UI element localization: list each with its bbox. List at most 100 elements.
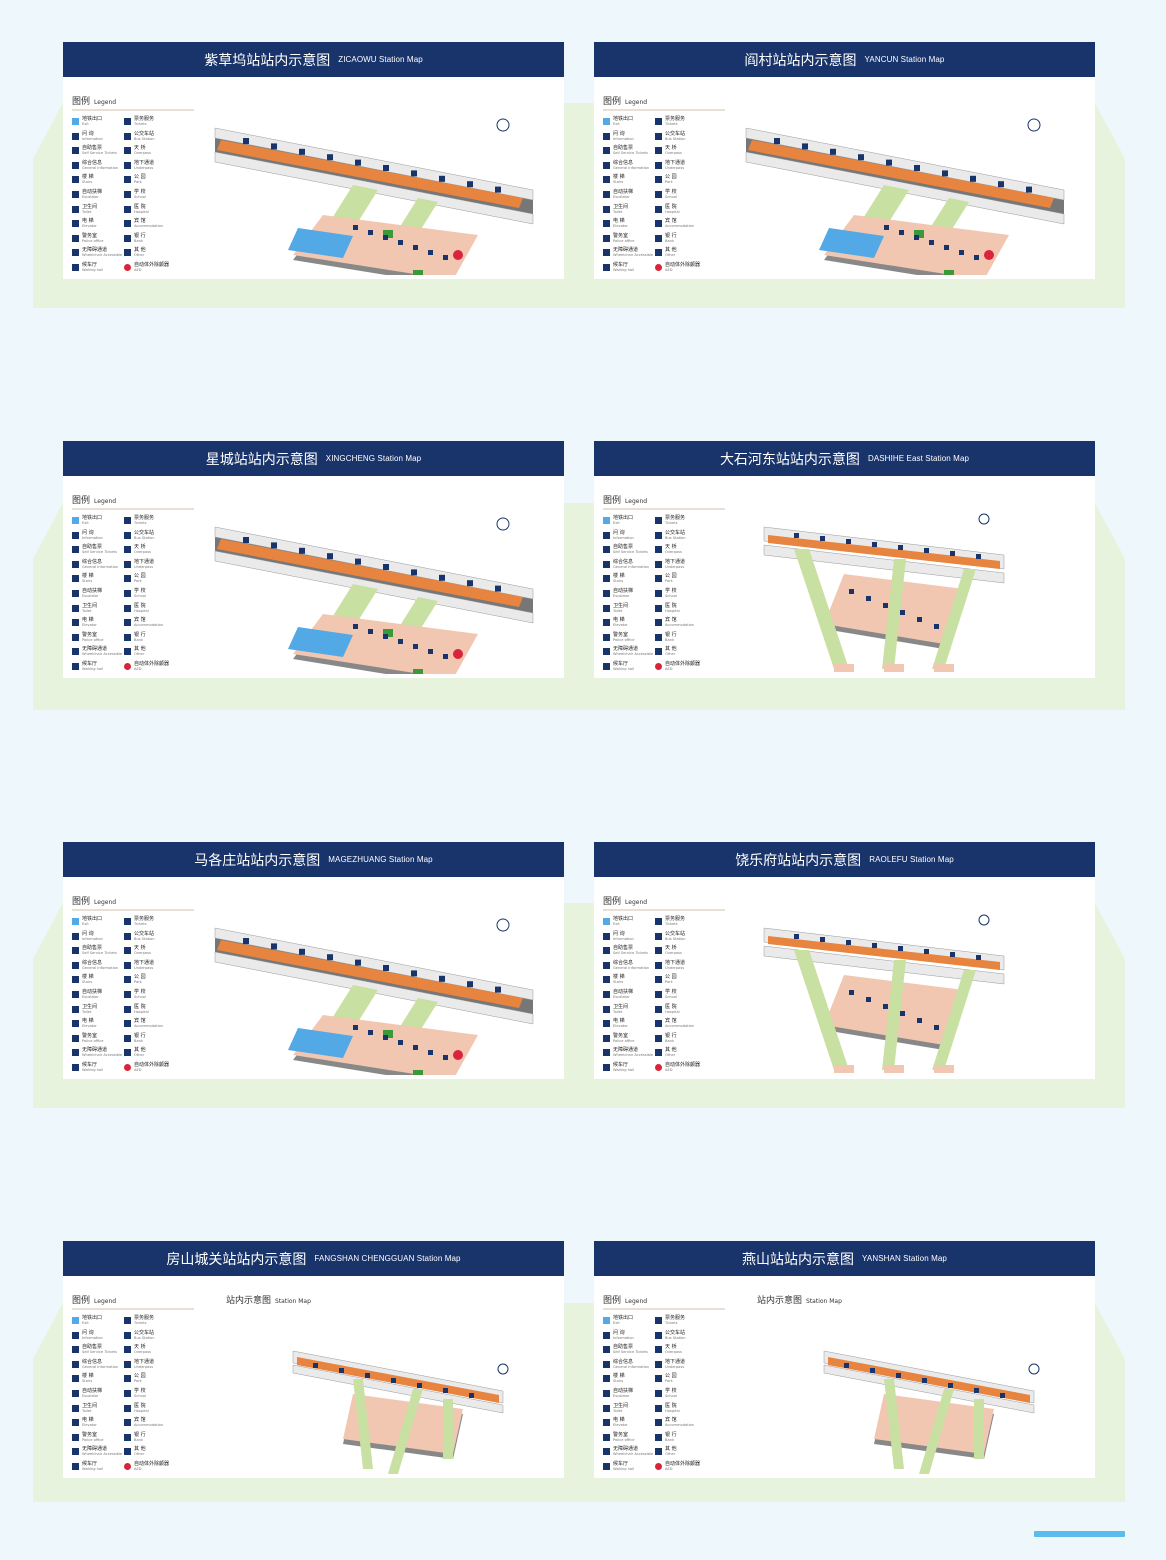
legend-item: 票务服务 Tickets xyxy=(124,917,180,928)
exit-icon xyxy=(603,918,610,925)
bank-icon xyxy=(655,1034,662,1042)
legend-item: 公 园 Park xyxy=(655,1374,711,1385)
legend-item: 公交车站 Bus Station xyxy=(655,931,711,943)
legend-item: 无障碍通道 Wheelchair Accessible xyxy=(72,1447,124,1458)
question-icon xyxy=(603,132,610,140)
legend-item: 公交车站 Bus Station xyxy=(124,131,180,143)
legend-item: 票务服务 Tickets xyxy=(124,1316,180,1327)
question-icon xyxy=(72,932,79,940)
legend-item: 自动体外除颤器 AED xyxy=(124,1062,180,1074)
elevator-icon xyxy=(603,619,610,627)
legend-title: 图例 Legend xyxy=(603,493,725,510)
underpass-icon xyxy=(124,560,131,568)
legend-item: 自动扶梯 Escalator xyxy=(72,1388,124,1400)
waiting-icon xyxy=(603,263,610,271)
legend: 图例 Legend 地铁出口 Exit 票务服务 Tickets 问 询 Informatio… xyxy=(72,94,197,274)
legend-item: 票务服务 Tickets xyxy=(655,1316,711,1327)
legend-item: 无障碍通道 Wheelchair Accessible xyxy=(72,647,124,658)
stairs-icon xyxy=(72,976,79,984)
escalator-icon xyxy=(603,589,610,597)
legend-item: 学 校 School xyxy=(655,1388,711,1400)
ticket-machine-icon xyxy=(72,1346,79,1354)
legend-item: 警务室 Police office xyxy=(72,233,124,245)
station-map-card: 紫草坞站站内示意图 ZICAOWU Station Map 图例 Legend 地铁出口… xyxy=(63,42,564,279)
stairs-icon xyxy=(72,575,79,583)
info-icon xyxy=(72,161,79,169)
legend-item: 警务室 Police office xyxy=(72,1033,124,1045)
ticket-icon xyxy=(124,918,131,925)
park-icon xyxy=(124,176,131,184)
ticket-icon xyxy=(124,1317,131,1324)
legend-item: 票务服务 Tickets xyxy=(124,516,180,527)
card-title: 阎村站站内示意图 xyxy=(744,52,857,69)
legend-item: 自动扶梯 Escalator xyxy=(603,1388,655,1400)
legend-title: 图例 Legend xyxy=(72,493,194,510)
legend-item: 综合信息 General Information xyxy=(603,160,655,172)
legend-item: 银 行 Bank xyxy=(655,233,711,245)
legend-item: 候车厅 Waiting hall xyxy=(72,262,124,274)
legend-item: 医 院 Hospital xyxy=(655,603,711,615)
legend-item: 自动扶梯 Escalator xyxy=(603,588,655,600)
legend-item: 公交车站 Bus Station xyxy=(655,530,711,542)
legend-item: 警务室 Police office xyxy=(603,1432,655,1444)
legend-item: 公 园 Park xyxy=(124,175,180,186)
park-icon xyxy=(124,1375,131,1383)
bus-icon xyxy=(124,932,131,940)
legend-item: 宾 馆 Accommodation xyxy=(124,618,180,629)
legend-item: 其 他 Other xyxy=(124,1447,180,1458)
stairs-icon xyxy=(72,176,79,184)
scrollbar-thumb[interactable] xyxy=(1034,1531,1125,1537)
toilet-icon xyxy=(72,205,79,213)
legend-item: 医 院 Hospital xyxy=(124,1004,180,1016)
legend-item: 自动扶梯 Escalator xyxy=(72,989,124,1001)
card-header: 星城站站内示意图 XINGCHENG Station Map xyxy=(63,441,564,476)
wheelchair-icon xyxy=(603,648,610,656)
legend-item: 医 院 Hospital xyxy=(655,1004,711,1016)
legend-item: 天 桥 Overpass xyxy=(124,946,180,957)
wheelchair-icon xyxy=(603,249,610,257)
legend-item: 卫生间 Toilet xyxy=(603,603,655,615)
legend-title: 图例 Legend xyxy=(72,94,194,111)
aed-icon xyxy=(655,1063,662,1071)
aed-icon xyxy=(655,263,662,271)
info-icon xyxy=(603,961,610,969)
legend-item: 银 行 Bank xyxy=(655,1432,711,1444)
question-icon xyxy=(603,531,610,539)
legend-item: 电 梯 Elevator xyxy=(72,1019,124,1030)
legend-item: 电 梯 Elevator xyxy=(603,219,655,230)
info-icon xyxy=(603,560,610,568)
legend: 图例 Legend 地铁出口 Exit 票务服务 Tickets 问 询 Informatio… xyxy=(72,1293,197,1473)
escalator-icon xyxy=(603,1389,610,1397)
overpass-icon xyxy=(655,947,662,955)
legend: 图例 Legend 地铁出口 Exit 票务服务 Tickets 问 询 Informatio… xyxy=(603,493,728,673)
other-icon xyxy=(655,1049,662,1057)
legend-item: 银 行 Bank xyxy=(124,1432,180,1444)
waiting-icon xyxy=(72,1462,79,1470)
question-icon xyxy=(603,932,610,940)
legend-item: 卫生间 Toilet xyxy=(603,1403,655,1415)
stairs-icon xyxy=(603,976,610,984)
question-icon xyxy=(72,132,79,140)
legend-item: 无障碍通道 Wheelchair Accessible xyxy=(72,1048,124,1059)
other-icon xyxy=(655,1448,662,1456)
hospital-icon xyxy=(124,1005,131,1013)
overpass-icon xyxy=(124,147,131,155)
legend-item: 地铁出口 Exit xyxy=(72,117,124,128)
waiting-icon xyxy=(72,662,79,670)
legend-item: 综合信息 General Information xyxy=(72,559,124,571)
wheelchair-icon xyxy=(72,648,79,656)
legend-item: 地铁出口 Exit xyxy=(603,1316,655,1327)
legend-item: 其 他 Other xyxy=(124,647,180,658)
legend-item: 自助售票 Self Service Tickets xyxy=(72,146,124,157)
legend-item: 楼 梯 Stairs xyxy=(603,1374,655,1385)
legend-item: 地铁出口 Exit xyxy=(72,1316,124,1327)
card-title: 燕山站站内示意图 xyxy=(742,1251,855,1268)
legend-item: 候车厅 Waiting hall xyxy=(72,661,124,673)
bus-icon xyxy=(124,132,131,140)
ticket-machine-icon xyxy=(72,947,79,955)
underpass-icon xyxy=(655,560,662,568)
police-icon xyxy=(72,633,79,641)
card-title: 马各庄站站内示意图 xyxy=(194,852,321,869)
school-icon xyxy=(655,190,662,198)
card-header: 大石河东站站内示意图 DASHIHE East Station Map xyxy=(594,441,1095,476)
